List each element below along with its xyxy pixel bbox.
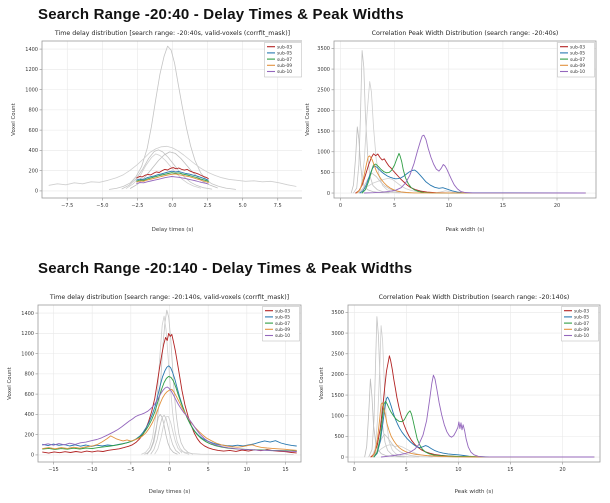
svg-text:Voxel Count: Voxel Count <box>305 102 311 135</box>
svg-text:3500: 3500 <box>317 46 330 52</box>
svg-text:sub-09: sub-09 <box>275 327 290 333</box>
svg-text:0: 0 <box>341 455 344 461</box>
svg-text:15: 15 <box>500 203 506 209</box>
svg-text:1500: 1500 <box>317 129 330 135</box>
svg-text:−5.0: −5.0 <box>96 203 108 209</box>
svg-text:500: 500 <box>334 434 344 440</box>
svg-text:7.5: 7.5 <box>274 203 282 209</box>
svg-text:2500: 2500 <box>331 352 344 358</box>
svg-text:sub-03: sub-03 <box>277 44 292 50</box>
svg-text:600: 600 <box>24 392 34 398</box>
svg-text:sub-03: sub-03 <box>574 308 589 314</box>
svg-text:Voxel Count: Voxel Count <box>7 366 13 399</box>
chart-time-delay-distribution-20-40: −7.5 −5.0 −2.5 0.0 2.5 5.0 7.5 0 200 400 600 800 100… <box>8 24 308 236</box>
svg-text:15: 15 <box>507 467 513 473</box>
svg-text:sub-07: sub-07 <box>570 57 585 63</box>
svg-text:sub-09: sub-09 <box>574 327 589 333</box>
svg-text:500: 500 <box>320 170 330 176</box>
svg-text:Correlation Peak Width Distrib: Correlation Peak Width Distribution (sea… <box>379 294 570 301</box>
svg-text:1000: 1000 <box>317 150 330 156</box>
svg-text:200: 200 <box>28 168 38 174</box>
svg-text:15: 15 <box>282 467 288 473</box>
section-heading-search-range-20-40: Search Range -20:40 - Delay Times & Peak… <box>38 6 404 23</box>
svg-text:Voxel Count: Voxel Count <box>11 102 17 135</box>
svg-text:Delay times (s): Delay times (s) <box>152 227 194 233</box>
svg-text:sub-10: sub-10 <box>574 333 589 339</box>
svg-text:Delay times (s): Delay times (s) <box>149 489 191 495</box>
svg-text:10: 10 <box>446 203 452 209</box>
chart-peak-width-distribution-20-140: 0 5 10 15 20 0 500 1000 1500 2000 2500 3000 3500 Corr… <box>316 288 606 498</box>
svg-text:Time delay distribution [searc: Time delay distribution [search range: -… <box>49 294 289 301</box>
chart-time-delay-distribution-20-140: −15 −10 −5 0 5 10 15 0 200 400 600 800 1000 1200 1400 T… <box>4 288 306 498</box>
chart-canvas: −15 −10 −5 0 5 10 15 0 200 400 600 800 1000 1200 1400 T… <box>7 294 302 495</box>
svg-text:sub-10: sub-10 <box>570 69 585 75</box>
svg-text:sub-03: sub-03 <box>275 308 290 314</box>
svg-text:sub-09: sub-09 <box>277 63 292 69</box>
svg-text:800: 800 <box>28 108 38 114</box>
svg-text:sub-07: sub-07 <box>277 57 292 63</box>
svg-text:5: 5 <box>393 203 396 209</box>
chart-canvas: −7.5 −5.0 −2.5 0.0 2.5 5.0 7.5 0 200 400 600 800 100… <box>11 30 304 233</box>
svg-text:200: 200 <box>24 432 34 438</box>
svg-text:0: 0 <box>353 467 356 473</box>
svg-text:2000: 2000 <box>317 108 330 114</box>
svg-text:2.5: 2.5 <box>204 203 212 209</box>
svg-text:sub-09: sub-09 <box>570 63 585 69</box>
svg-text:sub-03: sub-03 <box>570 44 585 50</box>
svg-text:sub-07: sub-07 <box>275 321 290 327</box>
svg-text:Peak width (s): Peak width (s) <box>455 489 494 495</box>
chart-peak-width-distribution-20-40: 0 5 10 15 20 0 500 1000 1500 2000 2500 3000 3500 Corr… <box>302 24 606 236</box>
svg-text:sub-07: sub-07 <box>574 321 589 327</box>
svg-text:sub-10: sub-10 <box>275 333 290 339</box>
svg-text:−10: −10 <box>87 467 98 473</box>
svg-text:10: 10 <box>455 467 461 473</box>
svg-text:−7.5: −7.5 <box>61 203 73 209</box>
svg-text:400: 400 <box>24 412 34 418</box>
svg-text:5: 5 <box>207 467 210 473</box>
svg-text:800: 800 <box>24 372 34 378</box>
svg-text:3000: 3000 <box>331 331 344 337</box>
svg-text:1000: 1000 <box>25 87 38 93</box>
svg-text:600: 600 <box>28 128 38 134</box>
chart-canvas: 0 5 10 15 20 0 500 1000 1500 2000 2500 3000 3500 Corr… <box>319 294 601 495</box>
svg-text:1500: 1500 <box>331 393 344 399</box>
svg-text:3000: 3000 <box>317 67 330 73</box>
svg-text:1200: 1200 <box>25 67 38 73</box>
svg-text:sub-05: sub-05 <box>574 315 589 321</box>
svg-text:−15: −15 <box>48 467 59 473</box>
svg-text:−2.5: −2.5 <box>131 203 143 209</box>
svg-text:0: 0 <box>35 189 38 195</box>
svg-text:5.0: 5.0 <box>239 203 247 209</box>
svg-text:Correlation Peak Width Distrib: Correlation Peak Width Distribution (sea… <box>372 30 559 37</box>
svg-text:1400: 1400 <box>21 311 34 317</box>
svg-text:Peak width (s): Peak width (s) <box>446 227 485 233</box>
svg-text:2500: 2500 <box>317 88 330 94</box>
svg-text:Voxel Count: Voxel Count <box>319 366 325 399</box>
svg-text:0.0: 0.0 <box>169 203 177 209</box>
svg-text:0: 0 <box>168 467 171 473</box>
svg-text:sub-05: sub-05 <box>277 51 292 57</box>
svg-text:1200: 1200 <box>21 331 34 337</box>
svg-text:5: 5 <box>405 467 408 473</box>
svg-text:sub-05: sub-05 <box>570 51 585 57</box>
svg-text:10: 10 <box>244 467 250 473</box>
svg-text:sub-10: sub-10 <box>277 69 292 75</box>
section-heading-search-range-20-140: Search Range -20:140 - Delay Times & Pea… <box>38 260 413 277</box>
svg-text:20: 20 <box>554 203 560 209</box>
svg-text:0: 0 <box>31 453 34 459</box>
svg-text:2000: 2000 <box>331 372 344 378</box>
svg-text:0: 0 <box>327 191 330 197</box>
svg-text:sub-05: sub-05 <box>275 315 290 321</box>
svg-text:Time delay distribution [searc: Time delay distribution [search range: -… <box>54 30 290 37</box>
svg-text:400: 400 <box>28 148 38 154</box>
svg-text:20: 20 <box>559 467 565 473</box>
svg-text:1400: 1400 <box>25 47 38 53</box>
svg-text:1000: 1000 <box>21 351 34 357</box>
chart-canvas: 0 5 10 15 20 0 500 1000 1500 2000 2500 3000 3500 Corr… <box>305 30 597 233</box>
svg-text:−5: −5 <box>127 467 134 473</box>
svg-text:0: 0 <box>339 203 342 209</box>
svg-text:1000: 1000 <box>331 414 344 420</box>
svg-text:3500: 3500 <box>331 310 344 316</box>
